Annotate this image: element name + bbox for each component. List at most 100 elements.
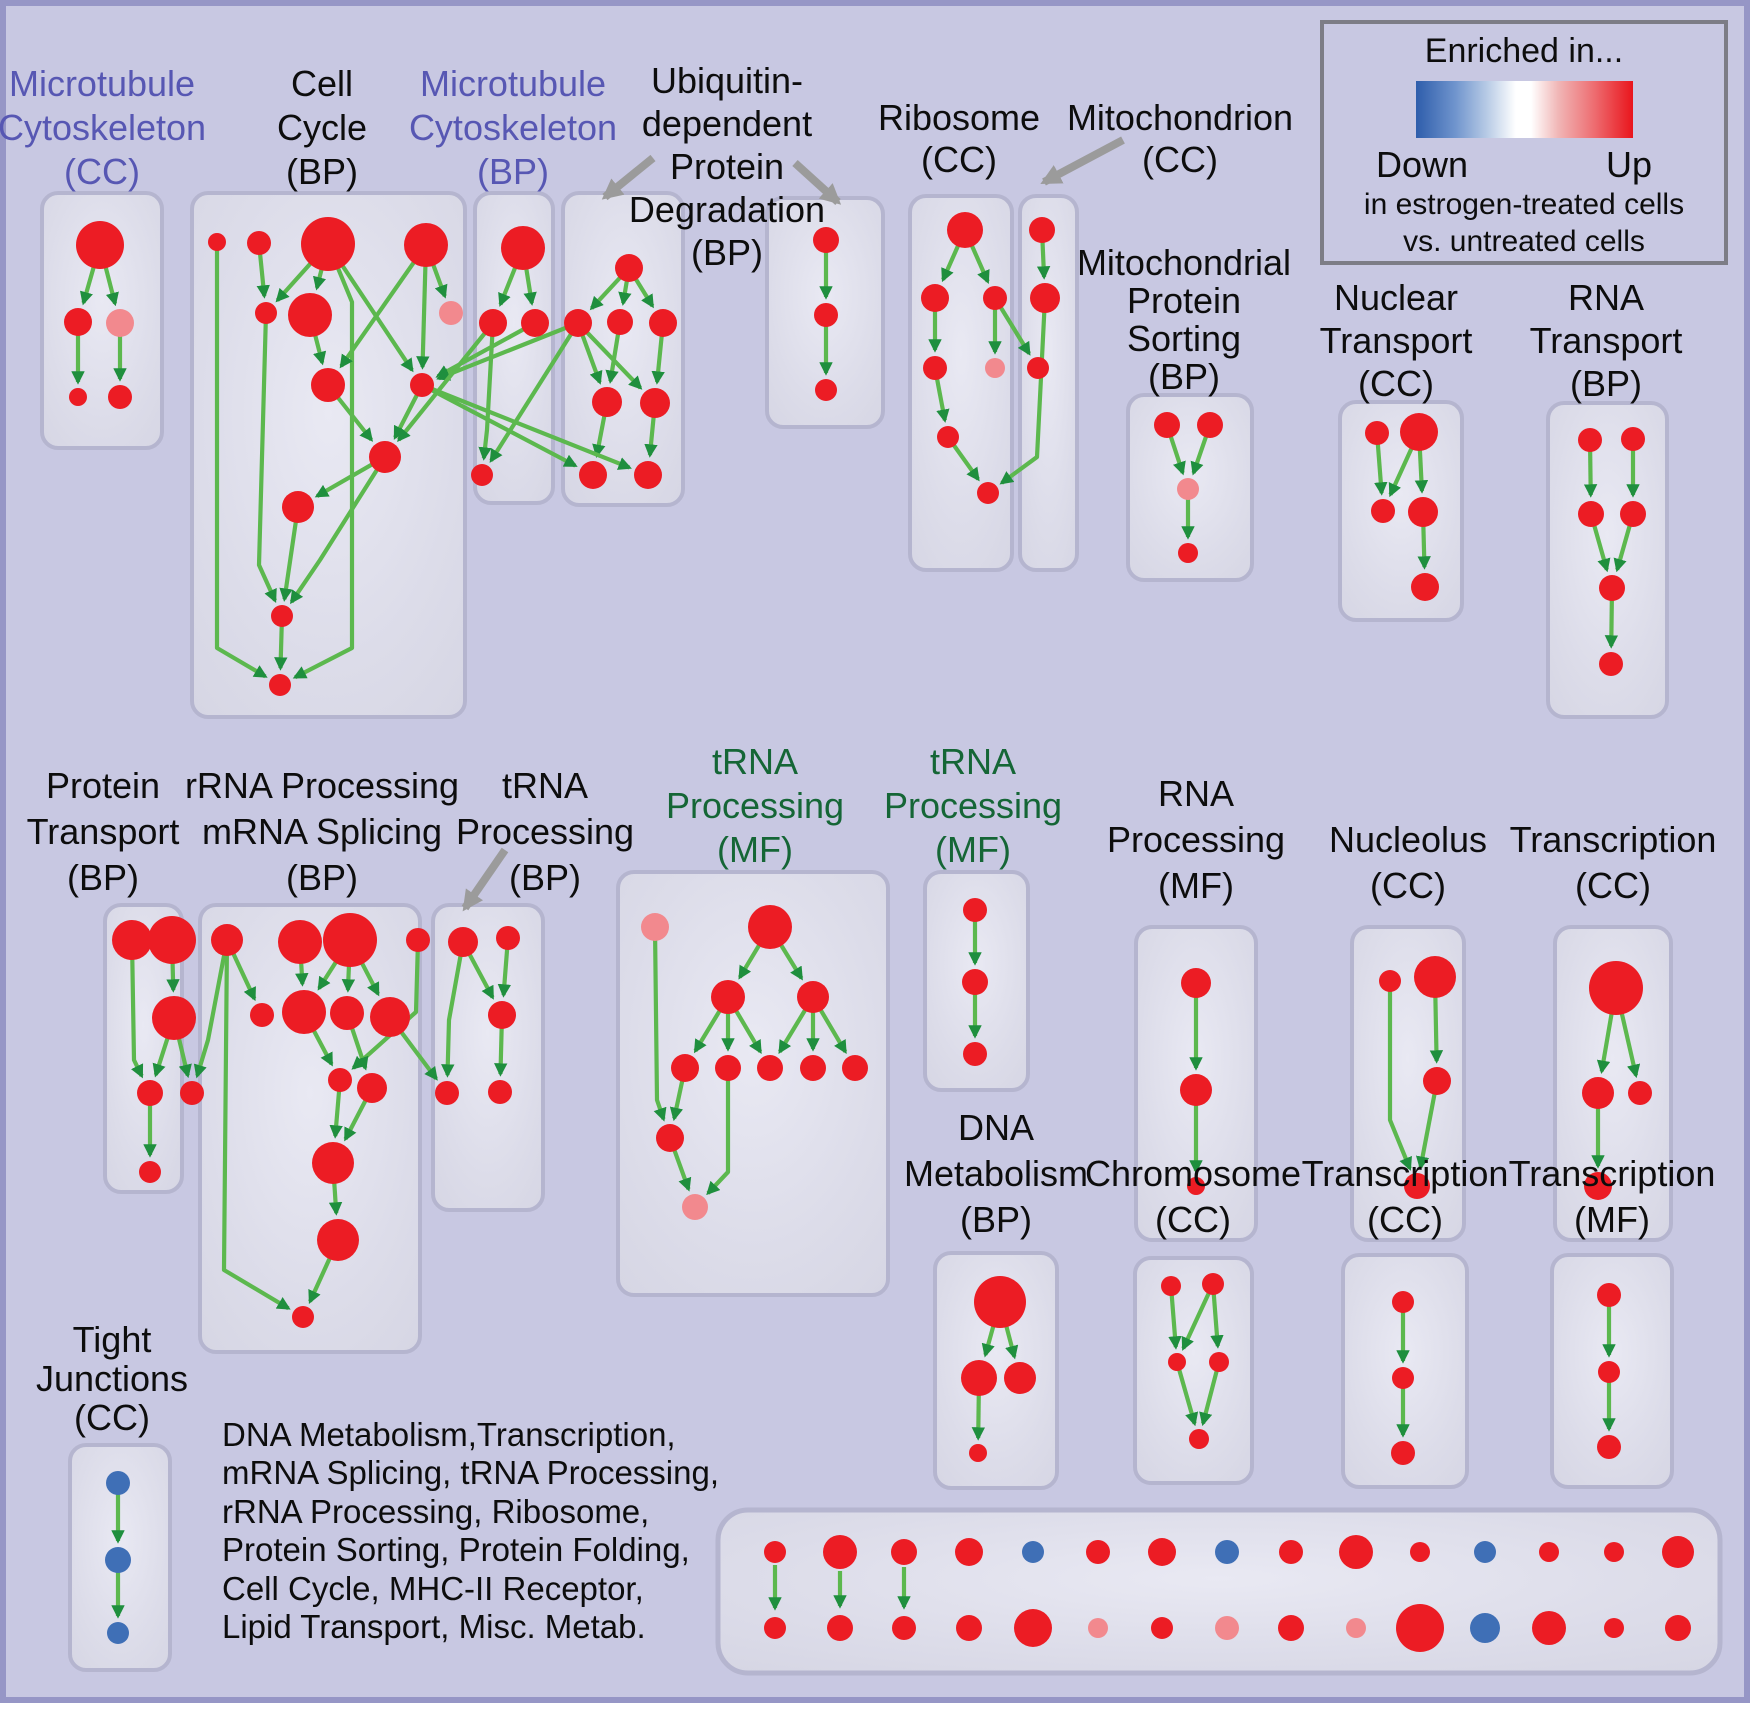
unclustered-terms-list: DNA Metabolism,Transcription, mRNA Splic…: [222, 1416, 719, 1646]
node-nuclear-transport-cc-N4: [1408, 497, 1438, 527]
node-rna-processing-mf-w2: [1180, 1074, 1212, 1106]
node-nuclear-transport-cc-N5: [1411, 573, 1439, 601]
node-tight-junctions-cc-j3: [107, 1622, 129, 1644]
node-rna-processing-mf-w1: [1181, 968, 1211, 998]
mito-protein-sorting-label: Mitochondrial Protein Sorting (BP): [1077, 242, 1291, 397]
unclustered-terms-line: DNA Metabolism,Transcription,: [222, 1416, 676, 1453]
misc-node-bottom-13: [1532, 1611, 1566, 1645]
chromosome-cc-box: [1133, 1256, 1254, 1485]
node-ubiquitin-degradation-l1: [592, 387, 622, 417]
legend-box: Enriched in... Down Up in estrogen-treat…: [1320, 20, 1728, 265]
edge-arrow: [652, 926, 667, 1122]
node-trna-processing-bp-t2: [496, 926, 520, 950]
node-ubiquitin-degradation-2-v1: [813, 227, 839, 253]
node-mitochondrion-cc-M2: [1030, 283, 1060, 313]
transcription-cc-2-label: Transcription (CC): [1302, 1153, 1509, 1240]
node-mitochondrion-cc-M1: [1029, 217, 1055, 243]
node-cell-cycle-n12: [271, 605, 293, 627]
node-trna-processing-mf-2-q1: [963, 898, 987, 922]
node-rna-transport-bp-T1: [1578, 428, 1602, 452]
legend-gradient-bar: [1415, 81, 1633, 138]
node-trna-processing-mf-1-c3: [757, 1055, 783, 1081]
edge-arrow: [576, 321, 643, 390]
node-rrna-mrna-bp-r3: [323, 913, 377, 967]
node-mito-protein-sorting-S1: [1154, 412, 1180, 438]
dna-metabolism-bp-label: DNA Metabolism (BP): [904, 1107, 1088, 1240]
edge-arrow: [1199, 1361, 1222, 1427]
edge-arrow: [999, 297, 1048, 485]
node-protein-transport-bp-P6: [139, 1161, 161, 1183]
node-rrna-mrna-bp-r6: [282, 990, 326, 1034]
node-cell-cycle-n5: [255, 302, 277, 324]
node-ribosome-cc-R1: [947, 212, 983, 248]
cell-cycle-box: [190, 191, 467, 719]
misc-node-bottom-1: [764, 1617, 786, 1639]
node-transcription-cc-2-x2: [1392, 1367, 1414, 1389]
node-ubiquitin-degradation-b1: [579, 461, 607, 489]
misc-node-top-8: [1215, 1540, 1239, 1564]
nuclear-transport-cc-box: [1338, 400, 1464, 622]
node-rna-transport-bp-T3: [1578, 501, 1604, 527]
node-trna-processing-bp-t4: [435, 1081, 459, 1105]
edge-arrow: [436, 321, 579, 381]
node-nucleolus-cc-k4: [1404, 1173, 1430, 1199]
misc-node-bottom-12: [1470, 1613, 1500, 1643]
node-mito-protein-sorting-S3: [1177, 478, 1199, 500]
node-protein-transport-bp-P3: [152, 996, 196, 1040]
legend-context-line-1: in estrogen-treated cells: [1363, 188, 1685, 221]
misc-node-bottom-3: [892, 1616, 916, 1640]
misc-node-bottom-7: [1151, 1617, 1173, 1639]
ubiquitin-degradation-box: [561, 191, 685, 507]
node-rrna-mrna-bp-r7: [330, 996, 364, 1030]
node-ubiquitin-degradation-m2: [607, 309, 633, 335]
node-cell-cycle-n4: [404, 223, 448, 267]
legend-down-label: Down: [1376, 144, 1469, 185]
node-dna-metabolism-bp-D4: [969, 1444, 987, 1462]
transcription-cc-1-box: [1553, 925, 1673, 1242]
node-trna-processing-bp-t1: [448, 927, 478, 957]
trna-processing-bp-box: [431, 903, 545, 1212]
node-trna-processing-mf-1-c4: [800, 1055, 826, 1081]
node-nucleolus-cc-k1: [1379, 970, 1401, 992]
node-ribosome-cc-R5: [985, 358, 1005, 378]
misc-node-top-10: [1339, 1535, 1373, 1569]
transcription-cc-1-label: Transcription (CC): [1510, 819, 1717, 906]
node-cell-cycle-n3: [301, 217, 355, 271]
node-ubiquitin-degradation-2-v3: [815, 379, 837, 401]
node-cell-cycle-n13: [269, 674, 291, 696]
node-transcription-cc-2-x3: [1391, 1441, 1415, 1465]
node-cell-cycle-n8: [311, 368, 345, 402]
protein-transport-bp-label: Protein Transport (BP): [27, 765, 180, 898]
node-cell-cycle-n10: [369, 441, 401, 473]
node-trna-processing-mf-1-b: [797, 981, 829, 1013]
node-mito-protein-sorting-S4: [1178, 543, 1198, 563]
misc-node-top-2: [823, 1535, 857, 1569]
edge-arrow: [421, 383, 632, 470]
node-ubiquitin-degradation-2-v2: [814, 303, 838, 327]
edge-arrow: [1174, 1361, 1199, 1427]
unclustered-terms-line: Cell Cycle, MHC-II Receptor,: [222, 1569, 644, 1607]
node-protein-transport-bp-P4: [137, 1080, 163, 1106]
node-dna-metabolism-bp-D3: [1004, 1362, 1036, 1394]
rna-transport-bp-label: RNA Transport (BP): [1530, 277, 1683, 404]
node-rna-processing-mf-w3: [1187, 1177, 1205, 1195]
node-nuclear-transport-cc-N3: [1371, 499, 1395, 523]
node-nuclear-transport-cc-N2: [1400, 413, 1438, 451]
node-tight-junctions-cc-j1: [106, 1471, 130, 1495]
misc-node-bottom-8: [1215, 1616, 1239, 1640]
legend-title: Enriched in...: [1424, 32, 1624, 70]
edge-arrow: [129, 939, 144, 1079]
misc-node-top-7: [1148, 1538, 1176, 1566]
node-nucleolus-cc-k2: [1414, 956, 1456, 998]
node-trna-processing-mf-2-q2: [962, 969, 988, 995]
misc-cluster-box: [715, 1507, 1723, 1676]
node-microtubule-cyto-bp-A: [501, 226, 545, 270]
node-trna-processing-mf-1-c5: [842, 1055, 868, 1081]
trna-processing-mf-2-label: tRNA Processing (MF): [884, 741, 1062, 870]
node-ribosome-cc-R3: [983, 286, 1007, 310]
misc-node-bottom-9: [1278, 1615, 1304, 1641]
node-rrna-mrna-bp-r5: [250, 1003, 274, 1027]
node-microtubule-cyto-bp-D: [471, 464, 493, 486]
edge-arrow: [351, 939, 421, 1070]
